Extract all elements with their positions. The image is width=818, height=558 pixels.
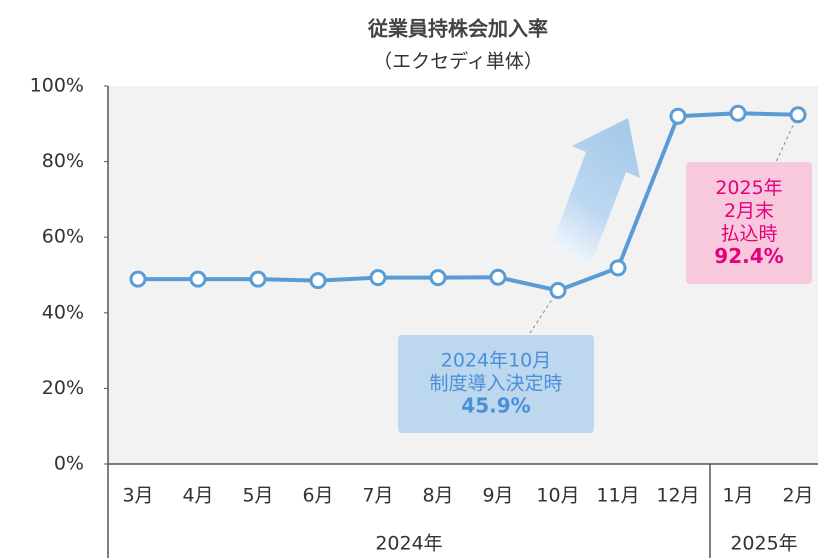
x-tick-label: 10月 bbox=[536, 485, 579, 507]
annotation-text: 払込時 bbox=[720, 223, 777, 245]
year-label: 2025年 bbox=[730, 533, 797, 555]
y-tick-label: 80% bbox=[42, 150, 84, 172]
marker bbox=[669, 107, 687, 125]
x-tick-label: 4月 bbox=[182, 485, 213, 507]
x-tick-label: 12月 bbox=[656, 485, 699, 507]
marker bbox=[249, 270, 267, 288]
marker bbox=[549, 281, 567, 299]
x-tick-label: 6月 bbox=[302, 485, 333, 507]
y-tick-label: 60% bbox=[42, 226, 84, 248]
x-tick-label: 8月 bbox=[422, 485, 453, 507]
leader-line bbox=[775, 114, 799, 163]
annotation-text: 2024年10月 bbox=[441, 350, 552, 372]
marker bbox=[129, 270, 147, 288]
marker bbox=[189, 270, 207, 288]
marker bbox=[789, 106, 807, 124]
x-tick-label: 5月 bbox=[242, 485, 273, 507]
annotation-value: 45.9% bbox=[461, 394, 530, 418]
x-tick-label: 2月 bbox=[782, 485, 813, 507]
x-tick-label: 11月 bbox=[596, 485, 639, 507]
annotation-text: 2月末 bbox=[724, 200, 774, 222]
annotation-text: 制度導入決定時 bbox=[429, 373, 562, 395]
y-tick-label: 100% bbox=[30, 75, 84, 97]
annotation-text: 2025年 bbox=[715, 177, 782, 199]
chart-title: 従業員持株会加入率 bbox=[367, 17, 548, 41]
marker bbox=[729, 104, 747, 122]
annotation-value: 92.4% bbox=[714, 244, 783, 268]
y-tick-label: 0% bbox=[54, 453, 84, 475]
y-tick-label: 40% bbox=[42, 301, 84, 323]
x-tick-label: 1月 bbox=[722, 485, 753, 507]
y-tick-label: 20% bbox=[42, 377, 84, 399]
annotation-box bbox=[686, 162, 812, 284]
chart-subtitle: （エクセディ単体） bbox=[373, 51, 543, 73]
marker bbox=[309, 272, 327, 290]
marker bbox=[609, 259, 627, 277]
x-tick-label: 3月 bbox=[122, 485, 153, 507]
marker bbox=[369, 269, 387, 287]
year-label: 2024年 bbox=[375, 533, 442, 555]
x-tick-label: 9月 bbox=[482, 485, 513, 507]
marker bbox=[429, 269, 447, 287]
series-line bbox=[138, 111, 799, 293]
annotation-box bbox=[398, 335, 594, 433]
marker bbox=[489, 268, 507, 286]
trend-arrow bbox=[551, 118, 640, 264]
x-tick-label: 7月 bbox=[362, 485, 393, 507]
